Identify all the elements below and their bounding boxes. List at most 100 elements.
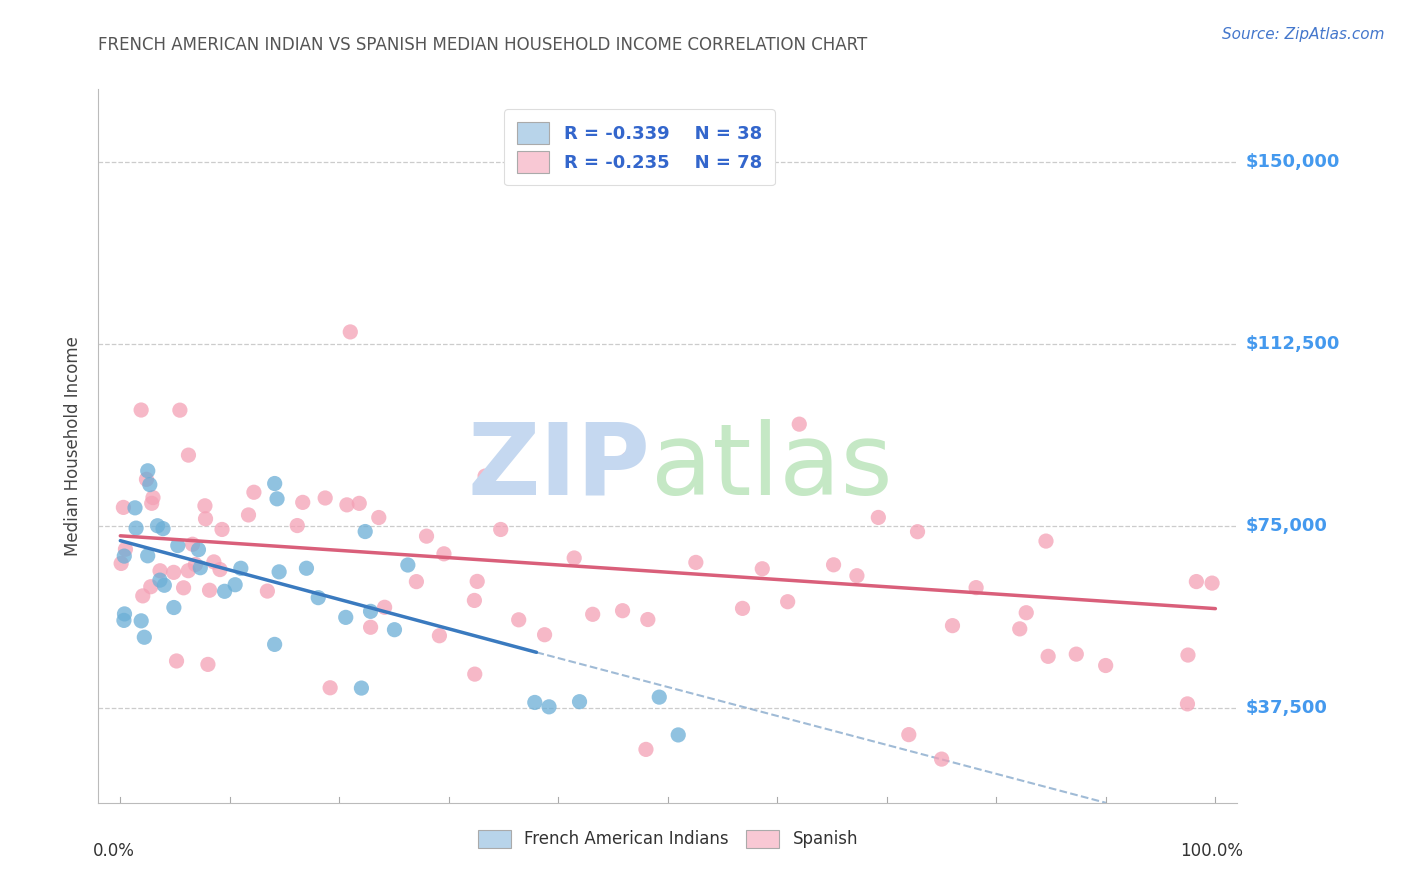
Point bbox=[339, 325, 361, 339]
Point bbox=[269, 565, 291, 579]
Point bbox=[112, 549, 135, 563]
Point bbox=[354, 524, 377, 539]
Point bbox=[149, 564, 172, 578]
Point bbox=[349, 496, 371, 510]
Point bbox=[666, 728, 689, 742]
Point bbox=[166, 539, 188, 553]
Point bbox=[1177, 648, 1199, 662]
Point bbox=[114, 607, 136, 621]
Point bbox=[405, 574, 427, 589]
Text: $75,000: $75,000 bbox=[1246, 517, 1327, 535]
Point bbox=[384, 623, 406, 637]
Point bbox=[256, 584, 278, 599]
Point bbox=[211, 523, 233, 537]
Point bbox=[125, 521, 148, 535]
Point bbox=[617, 452, 640, 467]
Point bbox=[187, 542, 209, 557]
Point bbox=[263, 476, 285, 491]
Point bbox=[751, 562, 773, 576]
Point bbox=[163, 566, 186, 580]
Point bbox=[163, 600, 186, 615]
Text: atlas: atlas bbox=[651, 419, 893, 516]
Point bbox=[1201, 576, 1223, 591]
Point bbox=[868, 510, 890, 524]
Point bbox=[285, 518, 308, 533]
Point bbox=[897, 728, 920, 742]
Point bbox=[229, 561, 252, 575]
Point bbox=[224, 578, 246, 592]
Point bbox=[489, 523, 512, 537]
Point bbox=[845, 568, 868, 582]
Point bbox=[112, 500, 135, 515]
Point bbox=[295, 561, 318, 575]
Point bbox=[396, 558, 419, 572]
Point bbox=[1015, 606, 1038, 620]
Point bbox=[112, 614, 135, 628]
Point bbox=[464, 667, 486, 681]
Text: ZIP: ZIP bbox=[468, 419, 651, 516]
Point bbox=[152, 522, 174, 536]
Point bbox=[523, 696, 546, 710]
Point bbox=[367, 510, 389, 524]
Point bbox=[149, 573, 172, 587]
Point bbox=[110, 557, 132, 571]
Point bbox=[139, 477, 162, 491]
Point bbox=[129, 403, 152, 417]
Point bbox=[1035, 534, 1057, 549]
Point bbox=[184, 558, 207, 572]
Point bbox=[202, 555, 225, 569]
Point bbox=[139, 580, 162, 594]
Point bbox=[360, 620, 382, 634]
Point bbox=[612, 604, 634, 618]
Point bbox=[319, 681, 342, 695]
Point bbox=[134, 630, 156, 644]
Point bbox=[465, 574, 488, 589]
Text: $150,000: $150,000 bbox=[1246, 153, 1340, 171]
Text: 0.0%: 0.0% bbox=[93, 842, 135, 860]
Point bbox=[537, 699, 560, 714]
Point bbox=[214, 584, 236, 599]
Point bbox=[562, 551, 585, 566]
Point bbox=[169, 403, 191, 417]
Point bbox=[508, 613, 530, 627]
Point bbox=[1185, 574, 1208, 589]
Text: FRENCH AMERICAN INDIAN VS SPANISH MEDIAN HOUSEHOLD INCOME CORRELATION CHART: FRENCH AMERICAN INDIAN VS SPANISH MEDIAN… bbox=[98, 36, 868, 54]
Point bbox=[194, 512, 217, 526]
Point bbox=[132, 589, 155, 603]
Y-axis label: Median Household Income: Median Household Income bbox=[65, 336, 83, 556]
Text: $112,500: $112,500 bbox=[1246, 335, 1340, 353]
Point bbox=[568, 695, 591, 709]
Point bbox=[209, 563, 232, 577]
Point bbox=[141, 496, 163, 510]
Point bbox=[1064, 647, 1087, 661]
Point bbox=[173, 581, 195, 595]
Point bbox=[965, 581, 987, 595]
Point bbox=[177, 564, 200, 578]
Point bbox=[415, 529, 437, 543]
Point bbox=[1036, 649, 1059, 664]
Point bbox=[374, 600, 396, 615]
Point bbox=[188, 560, 211, 574]
Point bbox=[429, 629, 451, 643]
Point bbox=[136, 464, 159, 478]
Legend: French American Indians, Spanish: French American Indians, Spanish bbox=[471, 823, 865, 855]
Point bbox=[153, 578, 176, 592]
Point bbox=[135, 472, 157, 486]
Point bbox=[685, 555, 707, 569]
Point bbox=[941, 618, 963, 632]
Point bbox=[238, 508, 260, 522]
Text: 100.0%: 100.0% bbox=[1180, 842, 1243, 860]
Point bbox=[1177, 697, 1199, 711]
Point bbox=[243, 485, 266, 500]
Point bbox=[263, 637, 285, 651]
Point bbox=[307, 591, 329, 605]
Point bbox=[634, 742, 657, 756]
Point bbox=[907, 524, 929, 539]
Point bbox=[731, 601, 754, 615]
Point bbox=[198, 583, 221, 598]
Text: Source: ZipAtlas.com: Source: ZipAtlas.com bbox=[1222, 27, 1385, 42]
Point bbox=[336, 498, 359, 512]
Point bbox=[931, 752, 953, 766]
Point bbox=[533, 628, 555, 642]
Point bbox=[194, 499, 217, 513]
